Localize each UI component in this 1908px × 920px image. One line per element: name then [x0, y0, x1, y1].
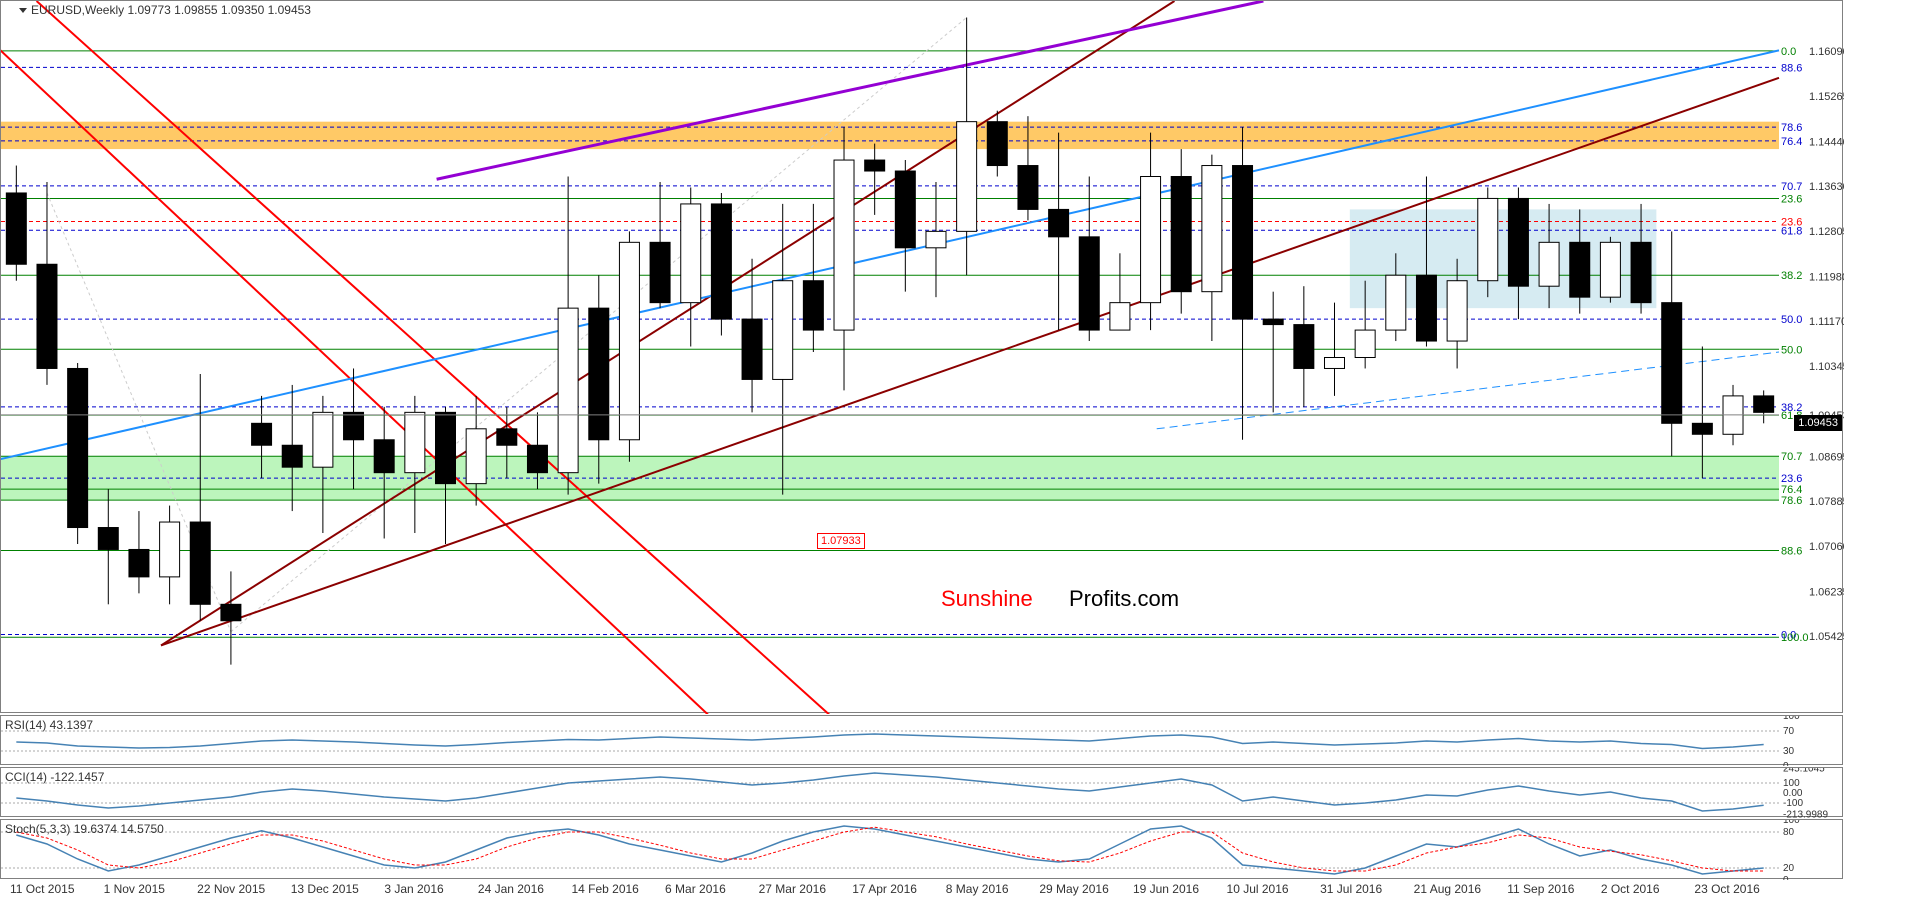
svg-text:23.6: 23.6: [1781, 216, 1802, 228]
svg-text:1.10345: 1.10345: [1809, 361, 1844, 373]
svg-text:1.15265: 1.15265: [1809, 91, 1844, 103]
svg-text:0.0: 0.0: [1781, 46, 1796, 58]
svg-text:0: 0: [1783, 761, 1789, 766]
svg-text:61.8: 61.8: [1781, 225, 1802, 237]
svg-text:76.4: 76.4: [1781, 136, 1802, 148]
svg-text:1.13630: 1.13630: [1809, 181, 1844, 193]
svg-text:78.6: 78.6: [1781, 122, 1802, 134]
cci-svg: 245.1045 1000.00-100-213.9989: [1, 768, 1844, 818]
svg-text:-213.9989: -213.9989: [1783, 809, 1828, 818]
svg-text:1.07885: 1.07885: [1809, 496, 1844, 508]
rsi-panel[interactable]: RSI(14) 43.1397 0 30 70 100: [0, 715, 1843, 765]
svg-text:70.7: 70.7: [1781, 181, 1802, 193]
svg-text:78.6: 78.6: [1781, 495, 1802, 507]
svg-text:245.1045: 245.1045: [1783, 768, 1825, 774]
svg-text:1.14440: 1.14440: [1809, 136, 1844, 148]
svg-text:70: 70: [1783, 726, 1795, 737]
svg-text:38.2: 38.2: [1781, 402, 1802, 414]
svg-text:50.0: 50.0: [1781, 344, 1802, 356]
svg-text:1.06235: 1.06235: [1809, 586, 1844, 598]
stoch-label: Stoch(5,3,3) 19.6374 14.5750: [5, 822, 164, 836]
svg-text:1.05425: 1.05425: [1809, 631, 1844, 643]
svg-text:88.6: 88.6: [1781, 546, 1802, 558]
watermark-black: Profits.com: [1069, 586, 1179, 612]
svg-text:1.08695: 1.08695: [1809, 451, 1844, 463]
svg-text:1.07060: 1.07060: [1809, 541, 1844, 553]
chart-svg: 0.088.678.676.470.723.623.661.838.250.05…: [1, 1, 1844, 714]
svg-text:23.6: 23.6: [1781, 473, 1802, 485]
svg-text:0.0: 0.0: [1781, 629, 1796, 641]
svg-text:0.00: 0.00: [1783, 788, 1803, 799]
svg-text:-100: -100: [1783, 798, 1803, 809]
svg-text:38.2: 38.2: [1781, 270, 1802, 282]
rsi-svg: 0 30 70 100: [1, 716, 1844, 766]
price-annotation: 1.07933: [817, 533, 865, 549]
main-price-chart[interactable]: EURUSD,Weekly 1.09773 1.09855 1.09350 1.…: [0, 0, 1843, 713]
rsi-label: RSI(14) 43.1397: [5, 718, 93, 732]
svg-text:100: 100: [1783, 820, 1800, 826]
svg-text:1.12805: 1.12805: [1809, 226, 1844, 238]
svg-text:30: 30: [1783, 746, 1795, 757]
svg-text:20: 20: [1783, 863, 1795, 874]
svg-text:70.7: 70.7: [1781, 451, 1802, 463]
svg-text:88.6: 88.6: [1781, 62, 1802, 74]
svg-text:80: 80: [1783, 827, 1795, 838]
chart-title: EURUSD,Weekly 1.09773 1.09855 1.09350 1.…: [19, 3, 311, 17]
x-axis: 11 Oct 20151 Nov 201522 Nov 201513 Dec 2…: [0, 880, 1843, 920]
svg-text:23.6: 23.6: [1781, 193, 1802, 205]
svg-text:100: 100: [1783, 778, 1800, 789]
stoch-svg: 02080100: [1, 820, 1844, 880]
watermark-red: Sunshine: [941, 586, 1033, 612]
svg-text:1.16090: 1.16090: [1809, 46, 1844, 58]
svg-text:1.11170: 1.11170: [1809, 316, 1844, 328]
cci-panel[interactable]: CCI(14) -122.1457 245.1045 1000.00-100-21…: [0, 767, 1843, 817]
svg-text:50.0: 50.0: [1781, 314, 1802, 326]
svg-text:100.0: 100.0: [1781, 632, 1809, 644]
current-price-box: 1.09453: [1794, 415, 1842, 431]
svg-text:1.11980: 1.11980: [1809, 271, 1844, 283]
cci-label: CCI(14) -122.1457: [5, 770, 104, 784]
svg-text:76.4: 76.4: [1781, 484, 1802, 496]
stoch-panel[interactable]: Stoch(5,3,3) 19.6374 14.5750 02080100: [0, 819, 1843, 879]
svg-text:100: 100: [1783, 716, 1800, 722]
